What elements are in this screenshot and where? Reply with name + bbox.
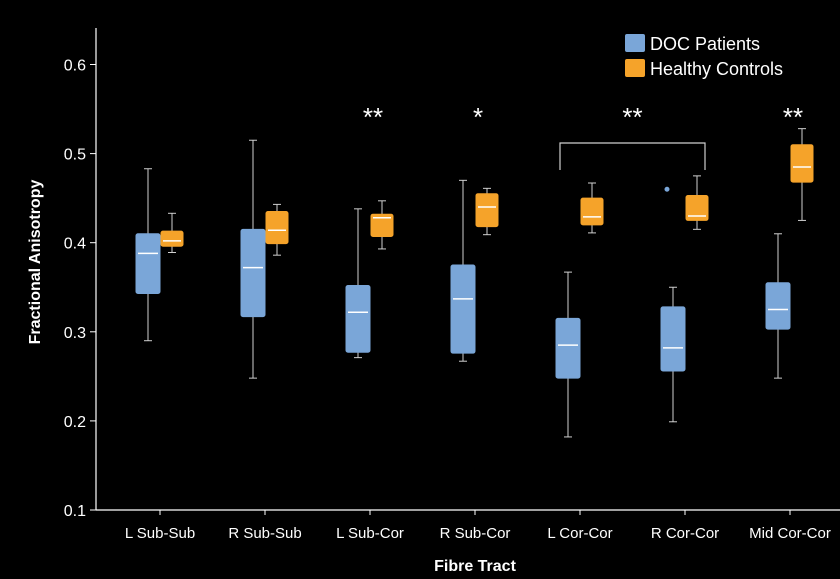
box-body: [685, 194, 709, 221]
x-tick-label: L Sub-Sub: [125, 525, 195, 542]
box-body: [660, 306, 686, 372]
box-healthy: [580, 182, 604, 234]
significance-label: **: [622, 102, 642, 132]
y-tick-label: 0.6: [64, 58, 86, 75]
x-tick-label: L Cor-Cor: [547, 525, 612, 542]
box-body: [475, 193, 499, 228]
box-body: [450, 264, 476, 354]
box-healthy: [790, 128, 814, 221]
box-healthy: [370, 200, 394, 250]
significance-label: **: [783, 102, 803, 132]
box-body: [240, 228, 266, 318]
box-body: [160, 230, 184, 247]
box-healthy: [160, 212, 184, 254]
box-doc: [660, 286, 686, 423]
x-tick-label: Mid Cor-Cor: [749, 525, 831, 542]
box-body: [135, 233, 161, 294]
y-tick-label: 0.4: [64, 236, 86, 253]
y-tick-label: 0.1: [64, 503, 86, 520]
x-tick-label: R Cor-Cor: [651, 525, 719, 542]
box-body: [765, 282, 791, 330]
box-doc: [765, 233, 791, 379]
box-doc: [240, 139, 266, 379]
box-body: [555, 317, 581, 379]
x-tick-label: R Sub-Cor: [440, 525, 511, 542]
y-axis-title: Fractional Anisotropy: [27, 180, 44, 345]
box-healthy: [475, 187, 499, 236]
box-healthy: [265, 203, 289, 256]
y-tick-label: 0.3: [64, 325, 86, 342]
box-body: [580, 197, 604, 226]
box-doc: [345, 208, 371, 359]
box-body: [265, 211, 289, 245]
significance-label: **: [363, 102, 383, 132]
significance-bracket: [559, 142, 706, 170]
box-body: [790, 144, 814, 183]
y-tick-label: 0.5: [64, 147, 86, 164]
x-tick-label: L Sub-Cor: [336, 525, 404, 542]
x-axis-title: Fibre Tract: [434, 558, 516, 575]
legend-label: DOC Patients: [650, 34, 760, 54]
box-body: [345, 284, 371, 353]
x-tick-label: R Sub-Sub: [228, 525, 301, 542]
box-healthy: [685, 175, 709, 230]
significance-label: *: [473, 102, 483, 132]
outlier-point: [664, 186, 670, 192]
box-doc: [450, 179, 476, 362]
box-body: [370, 213, 394, 237]
box-doc: [135, 168, 161, 342]
legend-swatch: [625, 59, 645, 77]
y-tick-label: 0.2: [64, 414, 86, 431]
legend-label: Healthy Controls: [650, 59, 783, 79]
legend-swatch: [625, 34, 645, 52]
box-doc: [555, 271, 581, 438]
